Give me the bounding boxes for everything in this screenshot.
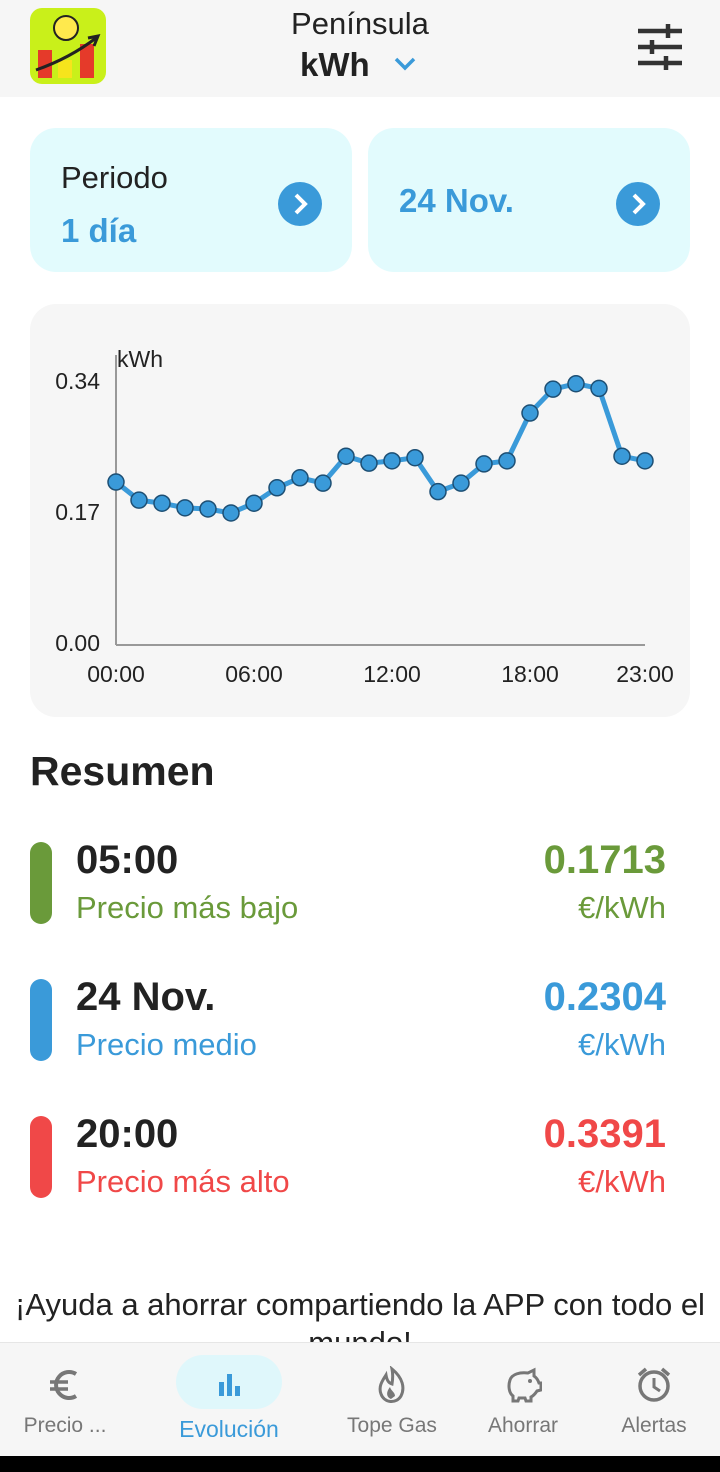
summary-unit: €/kWh bbox=[578, 890, 666, 925]
data-point bbox=[291, 469, 309, 487]
x-tick-label: 23:00 bbox=[616, 661, 674, 687]
nav-item[interactable]: Ahorrar bbox=[458, 1342, 588, 1456]
nav-icon bbox=[50, 1370, 78, 1400]
nav-label: Tope Gas bbox=[347, 1414, 437, 1437]
y-tick-label: 0.00 bbox=[55, 630, 100, 656]
period-arrow[interactable] bbox=[278, 182, 322, 226]
nav-icon bbox=[507, 1367, 542, 1403]
data-point bbox=[498, 452, 516, 470]
nav-icon bbox=[378, 1366, 405, 1403]
nav-item[interactable]: Tope Gas bbox=[327, 1342, 457, 1456]
nav-item[interactable]: Evolución bbox=[164, 1342, 294, 1456]
data-point bbox=[636, 452, 654, 470]
data-point bbox=[222, 504, 240, 522]
data-point bbox=[613, 447, 631, 465]
data-point bbox=[153, 494, 171, 512]
summary-time: 20:00 bbox=[76, 1112, 179, 1156]
nav-label: Ahorrar bbox=[487, 1414, 559, 1437]
filter-icon[interactable] bbox=[636, 24, 684, 70]
data-point bbox=[590, 379, 608, 398]
region-title: Península bbox=[291, 6, 429, 41]
nav-item[interactable]: Alertas bbox=[589, 1342, 719, 1456]
y-axis-label: kWh bbox=[117, 346, 163, 372]
summary-color-bar bbox=[30, 979, 52, 1061]
data-point bbox=[268, 479, 286, 497]
dropdown-chevron[interactable] bbox=[393, 56, 417, 72]
summary-label: Precio más bajo bbox=[76, 890, 299, 925]
data-point bbox=[245, 494, 263, 512]
app-logo[interactable] bbox=[30, 8, 106, 84]
summary-color-bar bbox=[30, 1116, 52, 1198]
system-bar bbox=[0, 1456, 720, 1472]
summary-value: 0.2304 bbox=[543, 975, 666, 1019]
data-point bbox=[107, 473, 125, 491]
period-card[interactable]: Periodo 1 día bbox=[30, 128, 352, 272]
summary-time: 05:00 bbox=[76, 838, 179, 882]
bottom-nav bbox=[0, 1342, 720, 1457]
data-point bbox=[567, 374, 585, 393]
data-line bbox=[114, 381, 646, 516]
unit-selector[interactable]: kWh bbox=[300, 46, 370, 83]
nav-icon bbox=[637, 1367, 671, 1402]
data-point bbox=[406, 448, 424, 467]
date-arrow[interactable] bbox=[616, 182, 660, 226]
summary-value: 0.3391 bbox=[543, 1112, 666, 1156]
summary-label: Precio medio bbox=[76, 1027, 257, 1062]
nav-label: Evolución bbox=[179, 1416, 279, 1442]
nav-label: Alertas bbox=[621, 1414, 687, 1437]
chart: kWh 0.00 0.17 0.34 00:00 06:00 12:00 18:00 23:0… bbox=[55, 346, 674, 687]
chart-card bbox=[30, 304, 690, 717]
summary-color-bar bbox=[30, 842, 52, 924]
data-point bbox=[360, 454, 378, 472]
x-tick-label: 06:00 bbox=[225, 661, 283, 687]
y-tick-label: 0.34 bbox=[55, 368, 100, 394]
x-tick-label: 12:00 bbox=[363, 661, 421, 687]
period-label: Periodo bbox=[61, 160, 168, 195]
summary-value: 0.1713 bbox=[543, 838, 666, 882]
summary-time: 24 Nov. bbox=[76, 975, 216, 1019]
data-point bbox=[176, 499, 194, 517]
date-card[interactable]: 24 Nov. bbox=[368, 128, 690, 272]
date-value: 24 Nov. bbox=[399, 182, 514, 219]
data-point bbox=[429, 482, 447, 501]
nav-icon bbox=[219, 1374, 240, 1396]
x-tick-label: 00:00 bbox=[87, 661, 145, 687]
nav-item[interactable]: Precio ... bbox=[0, 1342, 130, 1456]
summary-title: Resumen bbox=[30, 748, 215, 794]
nav-label: Precio ... bbox=[23, 1414, 107, 1437]
data-point bbox=[475, 455, 493, 473]
summary-unit: €/kWh bbox=[578, 1027, 666, 1062]
data-point bbox=[521, 404, 539, 422]
header bbox=[0, 0, 720, 97]
data-point bbox=[199, 500, 217, 518]
summary-unit: €/kWh bbox=[578, 1164, 666, 1199]
data-point bbox=[337, 447, 355, 465]
summary-label: Precio más alto bbox=[76, 1164, 290, 1199]
y-tick-label: 0.17 bbox=[55, 499, 100, 525]
data-point bbox=[452, 474, 470, 492]
data-point bbox=[130, 491, 148, 509]
period-value: 1 día bbox=[61, 212, 137, 249]
data-point bbox=[544, 380, 562, 398]
data-point bbox=[314, 474, 332, 492]
data-point bbox=[383, 452, 401, 470]
x-tick-label: 18:00 bbox=[501, 661, 559, 687]
